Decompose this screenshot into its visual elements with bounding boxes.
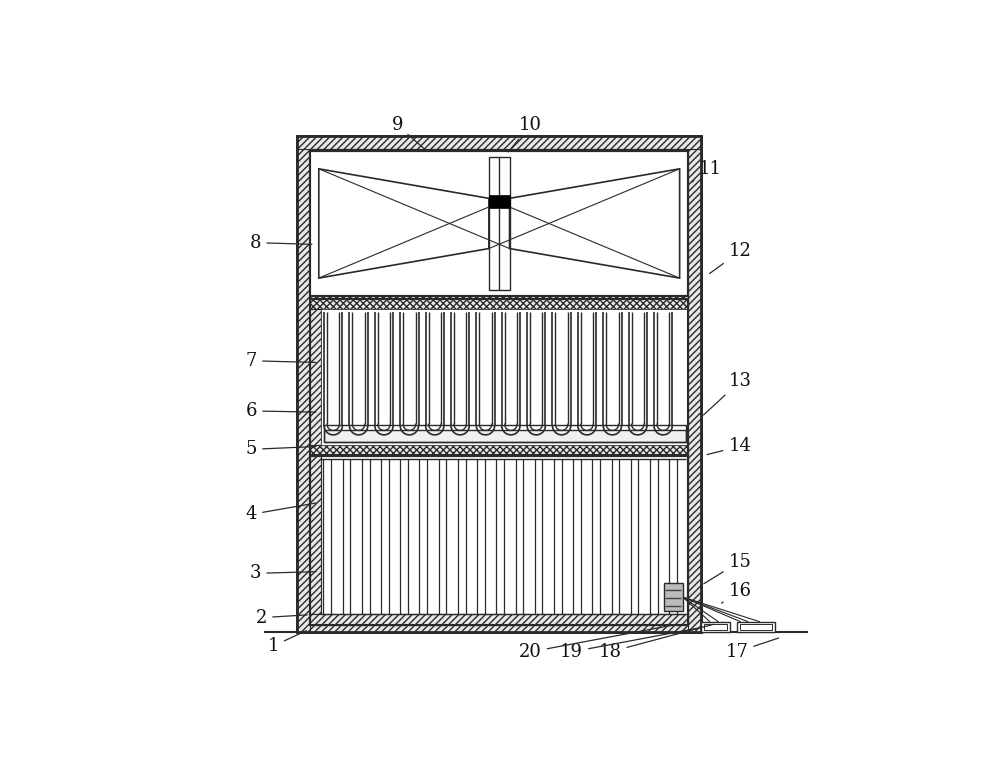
Bar [310, 298, 688, 456]
Bar [310, 151, 688, 296]
Text: 13: 13 [704, 373, 751, 415]
Bar [324, 430, 686, 442]
Text: 1: 1 [268, 630, 306, 655]
Text: 19: 19 [560, 628, 698, 661]
Bar [310, 456, 688, 625]
Text: 20: 20 [519, 625, 672, 661]
Bar [310, 298, 688, 309]
Bar [324, 425, 686, 442]
Bar [704, 624, 727, 630]
Bar [489, 157, 510, 290]
Text: 2: 2 [256, 609, 307, 627]
Bar [701, 622, 730, 633]
Bar [664, 583, 683, 611]
Bar [310, 445, 688, 456]
Text: 11: 11 [692, 160, 722, 182]
Text: 8: 8 [250, 234, 312, 252]
Bar [740, 624, 772, 630]
Polygon shape [319, 169, 489, 278]
Bar [489, 196, 510, 208]
Text: 6: 6 [246, 402, 316, 420]
Text: 4: 4 [246, 503, 316, 523]
Bar [737, 622, 775, 633]
Text: 17: 17 [725, 638, 779, 661]
Bar [297, 137, 701, 633]
Text: 10: 10 [508, 116, 542, 152]
Bar [297, 137, 310, 633]
Text: 5: 5 [246, 440, 316, 459]
Bar [321, 309, 688, 445]
Bar [310, 614, 688, 625]
Bar [297, 137, 701, 150]
Text: 7: 7 [246, 352, 316, 370]
Text: 15: 15 [704, 552, 751, 584]
Text: 14: 14 [707, 437, 751, 456]
Bar [310, 151, 688, 296]
Bar [310, 456, 688, 625]
Text: 3: 3 [250, 565, 316, 582]
Text: 12: 12 [710, 242, 751, 274]
Bar [310, 456, 321, 614]
Polygon shape [510, 169, 680, 278]
Bar [310, 150, 688, 151]
Bar [688, 137, 701, 633]
Bar [310, 296, 688, 307]
Bar [297, 137, 701, 633]
Text: 9: 9 [392, 116, 425, 150]
Text: 16: 16 [722, 582, 751, 603]
Bar [297, 620, 701, 633]
Text: 18: 18 [598, 624, 714, 661]
Bar [310, 309, 321, 445]
